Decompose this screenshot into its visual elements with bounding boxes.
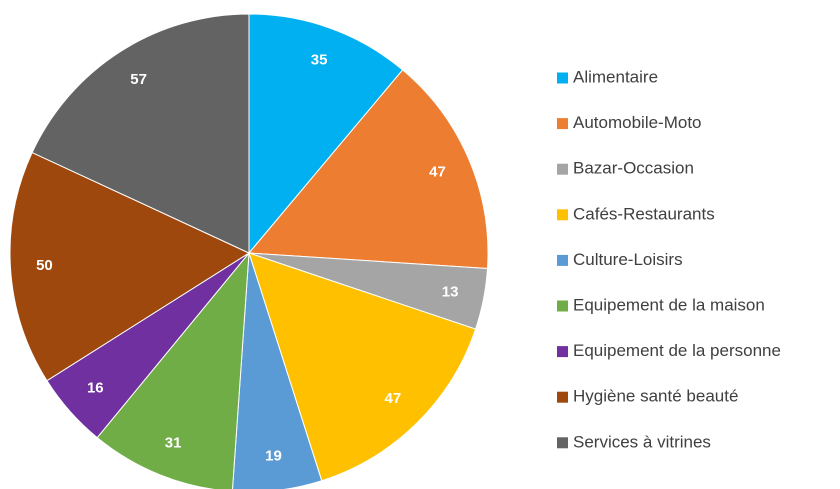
value-label: 50 bbox=[36, 257, 53, 274]
value-label: 31 bbox=[165, 434, 182, 451]
legend-label: Equipement de la personne bbox=[573, 341, 781, 360]
pie-slice bbox=[247, 69, 489, 270]
legend-swatch bbox=[557, 300, 568, 312]
value-label: 57 bbox=[130, 71, 147, 88]
pie-slice bbox=[96, 251, 250, 489]
legend-label: Services à vitrines bbox=[573, 432, 711, 451]
legend-label: Cafés-Restaurants bbox=[573, 204, 715, 223]
legend-swatch bbox=[557, 254, 568, 266]
value-label: 35 bbox=[311, 51, 328, 68]
pie-slice bbox=[248, 13, 404, 255]
legend-swatch bbox=[557, 437, 568, 449]
value-label: 16 bbox=[87, 380, 104, 397]
value-label: 13 bbox=[442, 284, 459, 301]
legend-swatch bbox=[557, 346, 568, 358]
value-label: 19 bbox=[265, 448, 282, 465]
legend-label: Bazar-Occasion bbox=[573, 159, 694, 178]
legend-swatch bbox=[557, 118, 568, 130]
value-label: 47 bbox=[429, 163, 446, 180]
pie-slice bbox=[248, 252, 477, 482]
legend-swatch bbox=[557, 72, 568, 84]
legend-swatch bbox=[557, 391, 568, 403]
legend-label: Automobile-Moto bbox=[573, 113, 702, 132]
legend-label: Hygiène santé beauté bbox=[573, 387, 738, 406]
pie-slice bbox=[31, 13, 250, 254]
legend-label: Equipement de la maison bbox=[573, 295, 765, 314]
pie-slice bbox=[231, 252, 323, 489]
legend-swatch bbox=[557, 209, 568, 221]
value-label: 47 bbox=[385, 390, 402, 407]
legend-label: Culture-Loisirs bbox=[573, 250, 683, 269]
legend-swatch bbox=[557, 163, 568, 175]
legend-label: Alimentaire bbox=[573, 67, 658, 86]
pie-slice bbox=[9, 151, 251, 382]
